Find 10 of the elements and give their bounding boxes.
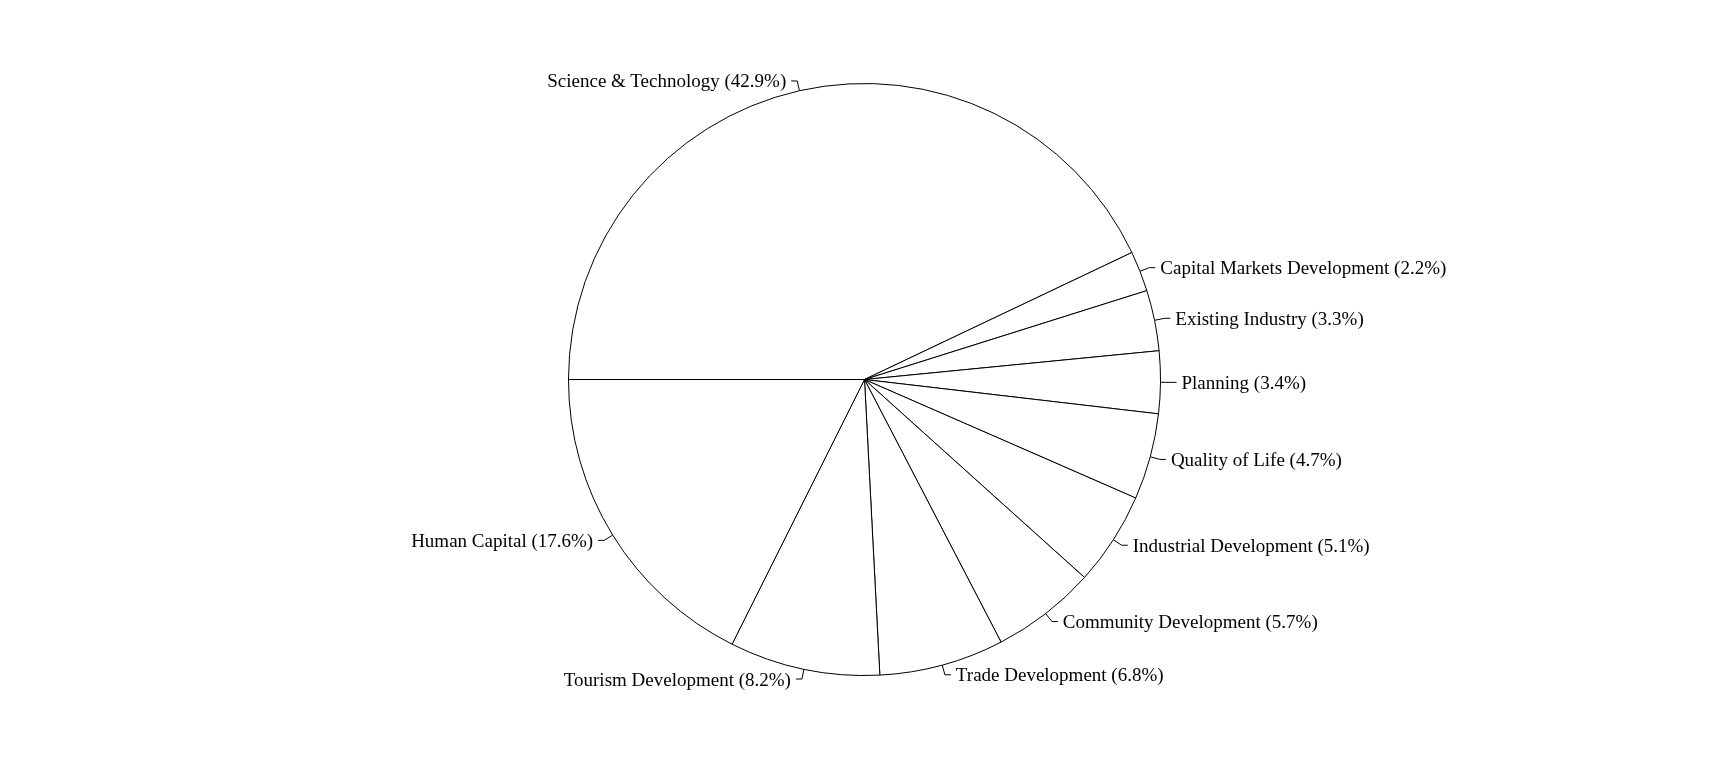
slice-label: Planning (3.4%) — [1181, 371, 1307, 394]
slice-label: Community Development (5.7%) — [1062, 610, 1318, 633]
slice-label: Human Capital (17.6%) — [411, 529, 594, 552]
slice-label: Quality of Life (4.7%) — [1170, 448, 1342, 471]
slice-label: Tourism Development (8.2%) — [563, 668, 791, 691]
slice-label: Industrial Development (5.1%) — [1132, 534, 1370, 557]
slice-label: Existing Industry (3.3%) — [1175, 307, 1364, 330]
slice-label: Science & Technology (42.9%) — [547, 70, 787, 93]
slice-label: Trade Development (6.8%) — [955, 664, 1164, 687]
slice-label: Capital Markets Development (2.2%) — [1160, 257, 1447, 280]
